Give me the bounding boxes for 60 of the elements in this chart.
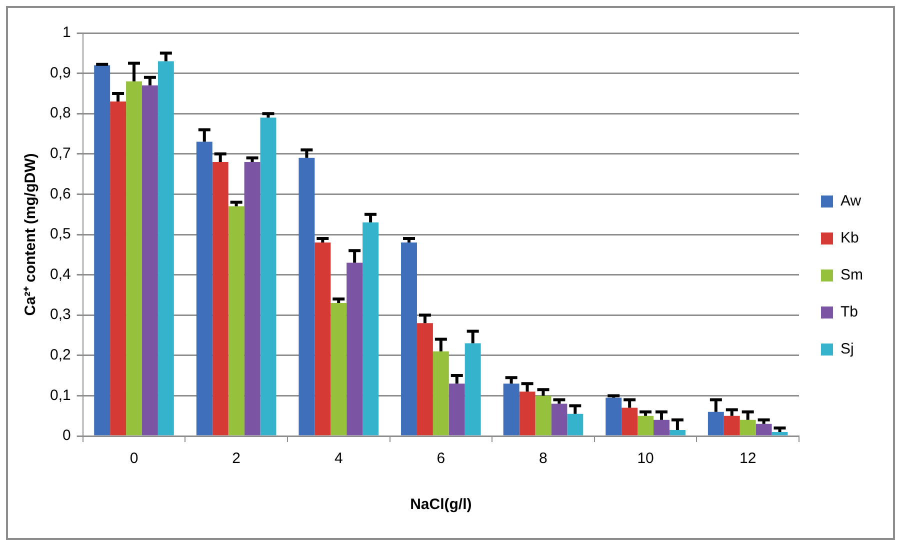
legend-label: Kb bbox=[840, 230, 859, 247]
bar bbox=[772, 432, 788, 436]
x-tick-label: 0 bbox=[130, 450, 138, 468]
bar bbox=[94, 65, 110, 436]
bar bbox=[503, 384, 520, 436]
bar bbox=[244, 162, 260, 436]
bar bbox=[260, 118, 276, 436]
y-tick-label: 0,6 bbox=[50, 185, 71, 202]
y-tick-label: 0,1 bbox=[50, 386, 71, 404]
bar bbox=[669, 430, 686, 436]
bar bbox=[110, 102, 126, 436]
bar bbox=[708, 412, 724, 436]
bar bbox=[212, 162, 228, 436]
y-tick-label: 0 bbox=[62, 427, 71, 444]
y-tick-label: 0,9 bbox=[50, 64, 71, 82]
bar bbox=[228, 206, 244, 436]
y-tick-label: 0,5 bbox=[50, 226, 71, 243]
y-tick-label: 0,4 bbox=[50, 266, 71, 283]
bar bbox=[551, 404, 568, 436]
bar bbox=[535, 396, 552, 436]
bar bbox=[362, 222, 379, 436]
x-tick-label: 8 bbox=[539, 450, 548, 468]
x-tick-label: 6 bbox=[436, 450, 446, 468]
bar bbox=[519, 392, 536, 436]
bar bbox=[606, 398, 622, 436]
y-tick-label: 1 bbox=[62, 24, 71, 42]
legend-label: Aw bbox=[840, 192, 862, 210]
bar bbox=[401, 242, 417, 436]
bar bbox=[416, 323, 433, 436]
bar bbox=[724, 416, 740, 436]
bar bbox=[432, 351, 449, 436]
bar bbox=[654, 420, 670, 436]
bar bbox=[330, 303, 347, 436]
bar bbox=[464, 343, 481, 436]
bar bbox=[622, 408, 638, 436]
bar bbox=[756, 424, 772, 436]
legend-label: Tb bbox=[840, 304, 858, 321]
bar bbox=[314, 242, 331, 436]
bar bbox=[638, 416, 654, 436]
y-tick-label: 0,7 bbox=[50, 145, 71, 162]
bar bbox=[346, 262, 363, 436]
bar bbox=[196, 142, 212, 436]
y-tick-label: 0,8 bbox=[50, 104, 71, 122]
y-axis-title: Ca²⁺ content (mg/gDW) bbox=[22, 153, 40, 316]
y-tick-label: 0,3 bbox=[50, 306, 71, 324]
x-axis-title: NaCl(g/l) bbox=[410, 496, 472, 514]
bar bbox=[126, 81, 142, 436]
x-tick-label: 10 bbox=[637, 450, 654, 468]
x-tick-label: 2 bbox=[232, 450, 240, 468]
legend-label: Sm bbox=[840, 266, 863, 284]
bar bbox=[142, 85, 158, 436]
x-tick-label: 4 bbox=[334, 450, 343, 468]
bar bbox=[448, 384, 465, 436]
bar bbox=[158, 61, 174, 436]
bar bbox=[298, 158, 315, 436]
legend-label: Sj bbox=[840, 340, 854, 358]
y-tick-label: 0,2 bbox=[50, 346, 71, 364]
x-tick-label: 12 bbox=[740, 450, 756, 468]
bar bbox=[740, 420, 756, 436]
bar bbox=[567, 414, 584, 436]
